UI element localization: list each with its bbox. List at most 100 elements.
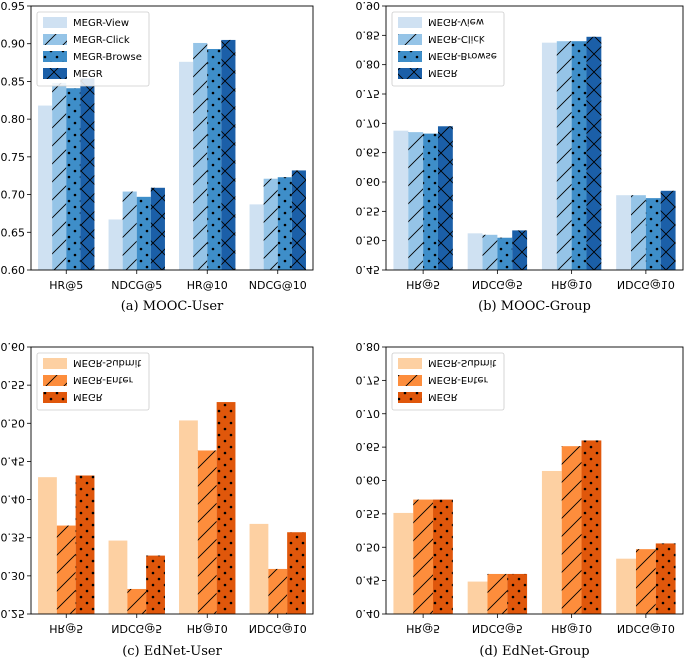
x-tick-label: NDCG@5	[111, 279, 162, 292]
bar-hatch	[207, 48, 222, 270]
bar-hatch	[586, 36, 602, 270]
bar-hatch	[150, 187, 165, 270]
x-tick-label: HR@10	[551, 278, 592, 291]
y-tick-label: 0.90	[1, 38, 26, 51]
bar-megr-submit-hr@5	[38, 477, 57, 614]
x-tick-label: NDCG@10	[617, 278, 675, 291]
bar-hatch	[635, 549, 656, 614]
legend-swatch	[398, 358, 422, 369]
bar-hatch	[66, 88, 81, 271]
bar-megr-submit-ndcg@5	[108, 540, 128, 614]
y-tick-label: 0.50	[356, 540, 381, 553]
y-tick-label: 0.40	[356, 607, 381, 620]
x-tick-label: NDCG@5	[472, 622, 523, 635]
y-tick-label: 0.55	[1, 378, 26, 391]
legend-label: MEGR-View	[428, 16, 484, 27]
legend-swatch-hatch	[43, 51, 67, 62]
y-tick-label: 0.75	[1, 151, 26, 164]
legend-label: MEGR-Submit	[428, 357, 496, 368]
bar-hatch	[561, 446, 582, 614]
legend-swatch	[398, 17, 422, 28]
y-tick-label: 0.55	[356, 204, 381, 217]
legend-swatch-hatch	[43, 375, 67, 386]
bar-megr-view-hr@10	[541, 42, 557, 270]
x-tick-label: NDCG@10	[249, 622, 307, 635]
legend-label: MEGR-Browse	[428, 50, 497, 61]
legend-swatch-hatch	[398, 68, 422, 79]
legend-label: MEGR	[73, 391, 103, 402]
plot-frame	[385, 346, 684, 615]
bar-hatch	[487, 573, 508, 614]
x-tick-label: HR@10	[551, 622, 592, 635]
y-tick-label: 0.75	[356, 373, 381, 386]
bar-hatch	[216, 402, 236, 614]
y-tick-label: 0.45	[1, 454, 26, 467]
bar-hatch	[197, 450, 217, 614]
y-tick-label: 0.85	[356, 28, 381, 41]
bar-hatch	[52, 82, 67, 271]
bar-hatch	[75, 475, 95, 614]
x-tick-label: HR@5	[406, 622, 440, 635]
legend-swatch-hatch	[43, 68, 67, 79]
legend-swatch-hatch	[43, 34, 67, 45]
bar-megr-view-hr@10	[179, 61, 194, 271]
panel-caption: (a) MOOC-User	[121, 299, 224, 314]
bar-hatch	[433, 499, 453, 614]
bar-megr-view-ndcg@10	[249, 204, 264, 270]
y-tick-label: 0.65	[356, 440, 381, 453]
y-tick-label: 0.90	[356, 0, 381, 12]
x-tick-label: HR@10	[187, 279, 228, 292]
bar-hatch	[122, 191, 137, 270]
plot-frame	[385, 5, 684, 271]
bar-hatch	[291, 170, 306, 270]
bar-megr-submit-hr@10	[179, 420, 198, 614]
bar-hatch	[512, 230, 528, 270]
bar-hatch	[408, 132, 424, 270]
chart-panel-4: 0.40 0.45 0.50 0.55 0.60 0.65 0.70 0.75 0.80 HR@5…	[356, 340, 684, 659]
y-tick-label: 0.50	[1, 416, 26, 429]
bar-hatch	[507, 573, 528, 614]
bar-megr-view-ndcg@10	[616, 195, 632, 270]
panel-caption: (b) MOOC-Group	[478, 299, 591, 314]
bar-hatch	[655, 543, 676, 614]
bar-hatch	[631, 195, 646, 270]
y-tick-label: 0.85	[1, 75, 26, 88]
bar-megr-submit-hr@10	[541, 470, 562, 614]
x-tick-label: HR@5	[406, 278, 440, 291]
y-tick-label: 0.25	[1, 607, 26, 620]
bar-megr-submit-ndcg@10	[616, 558, 636, 614]
bar-megr-submit-ndcg@5	[467, 581, 488, 614]
y-tick-label: 0.80	[356, 340, 381, 353]
y-tick-label: 0.50	[356, 234, 381, 247]
y-tick-label: 0.70	[356, 116, 381, 129]
bar-hatch	[56, 525, 76, 614]
bar-hatch	[277, 177, 292, 270]
bar-megr-view-ndcg@5	[108, 219, 123, 270]
bar-hatch	[660, 190, 676, 270]
bar-hatch	[645, 198, 661, 270]
chart-panel-3: 0.25 0.30 0.35 0.40 0.45 0.50 0.55 0.60 HR@5 NDCG…	[1, 340, 314, 659]
legend-swatch-hatch	[43, 392, 67, 403]
bar-hatch	[437, 126, 453, 271]
y-tick-label: 0.40	[1, 493, 26, 506]
bar-hatch	[556, 41, 572, 271]
y-tick-label: 0.30	[1, 569, 26, 582]
legend-label: MEGR-Enter	[73, 374, 134, 385]
bar-hatch	[221, 39, 236, 270]
x-tick-label: NDCG@5	[472, 278, 523, 291]
legend-swatch	[43, 17, 67, 28]
y-tick-label: 0.80	[1, 113, 26, 126]
legend-swatch-hatch	[398, 392, 422, 403]
y-tick-label: 0.55	[356, 507, 381, 520]
bar-hatch	[80, 78, 95, 270]
bar-megr-submit-hr@5	[393, 512, 414, 614]
y-tick-label: 0.80	[356, 58, 381, 71]
panel-caption: (c) EdNet-User	[122, 644, 222, 659]
bar-hatch	[482, 234, 498, 270]
bar-hatch	[581, 440, 602, 614]
legend-label: MEGR-Click	[73, 35, 130, 46]
y-tick-label: 0.70	[1, 189, 26, 202]
bar-hatch	[497, 237, 513, 270]
y-tick-label: 0.95	[1, 0, 26, 13]
